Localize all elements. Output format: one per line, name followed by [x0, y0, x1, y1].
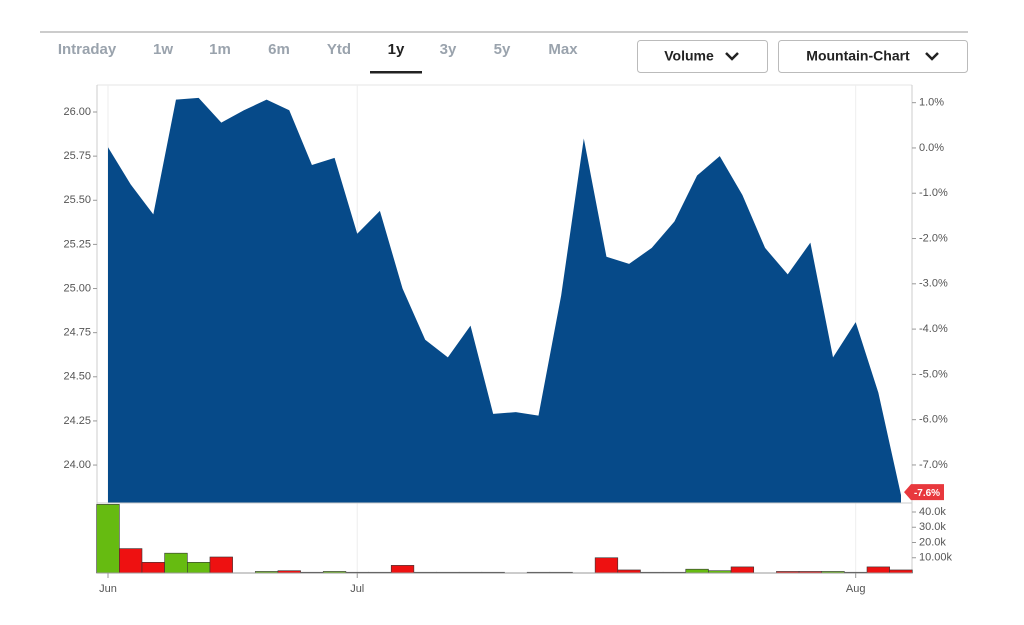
y2-tick-label: -1.0% — [919, 187, 948, 199]
volume-bar — [209, 556, 233, 574]
chevron-icon — [925, 52, 939, 61]
volume-y-tick-label: 10.00k — [919, 552, 953, 564]
chart-type-button[interactable]: Mountain-Chart — [778, 40, 968, 73]
chevron-icon — [725, 52, 739, 61]
volume-bar — [96, 504, 120, 574]
range-tabs: Intraday 1w 1m 6m Ytd 1y 3y 5y Max — [58, 41, 578, 74]
volume-bar — [119, 548, 143, 574]
y2-tick-label: -4.0% — [919, 323, 948, 335]
plot: Jun Jul Aug 24.00 24.25 24.50 24.75 25.00 25.25 2… — [63, 84, 953, 595]
y-tick-label: 25.50 — [63, 194, 91, 206]
range-tab[interactable]: 5y — [494, 41, 511, 58]
range-tab[interactable]: 1y — [388, 41, 405, 58]
y2-tick-label: -3.0% — [919, 278, 948, 290]
button-frame — [637, 40, 768, 73]
range-tab[interactable]: 6m — [268, 41, 290, 58]
volume-bar — [141, 562, 165, 574]
y2-tick-label: 0.0% — [919, 142, 944, 154]
y-tick-label: 25.75 — [63, 150, 91, 162]
last-change-label: -7.6% — [914, 488, 940, 499]
volume-bar — [866, 566, 890, 574]
y2-tick-label: -7.0% — [919, 459, 948, 471]
button-label: Volume — [664, 48, 714, 64]
y-tick-label: 25.25 — [63, 238, 91, 250]
y-tick-label: 24.25 — [63, 415, 91, 427]
x-tick-label: Jul — [350, 583, 364, 595]
volume-bar — [730, 566, 755, 574]
volume-bar — [187, 562, 211, 574]
y2-tick-label: 1.0% — [919, 97, 944, 109]
range-tab[interactable]: 1m — [209, 41, 231, 58]
x-tick-label: Aug — [846, 583, 866, 595]
volume-bar — [390, 565, 415, 574]
volume-bar — [594, 557, 619, 574]
range-tab[interactable]: 3y — [440, 41, 457, 58]
price-area — [108, 97, 901, 503]
y-tick-label: 24.75 — [63, 327, 91, 339]
volume-bar — [164, 552, 188, 574]
volume-button[interactable]: Volume — [637, 40, 768, 73]
range-tab[interactable]: 1w — [153, 41, 173, 58]
button-frame — [778, 40, 968, 73]
y2-tick-label: -6.0% — [919, 414, 948, 426]
volume-bar — [685, 568, 709, 574]
x-tick-label: Jun — [99, 583, 117, 595]
volume-y-tick-label: 40.0k — [919, 506, 946, 518]
active-tab-underline — [370, 71, 422, 74]
volume-y-tick-label: 30.0k — [919, 521, 946, 533]
volume-y-tick-label: 20.0k — [919, 536, 946, 548]
last-change-tag — [904, 484, 944, 501]
range-tab[interactable]: Ytd — [327, 41, 351, 58]
range-tab[interactable]: Max — [548, 41, 578, 58]
range-tab[interactable]: Intraday — [58, 41, 117, 58]
y2-tick-label: -2.0% — [919, 232, 948, 244]
y-tick-label: 26.00 — [63, 106, 91, 118]
y-tick-label: 24.00 — [63, 459, 91, 471]
y-tick-label: 25.00 — [63, 282, 91, 294]
y2-tick-label: -5.0% — [919, 368, 948, 380]
y-tick-label: 24.50 — [63, 371, 91, 383]
button-label: Mountain-Chart — [806, 48, 910, 64]
